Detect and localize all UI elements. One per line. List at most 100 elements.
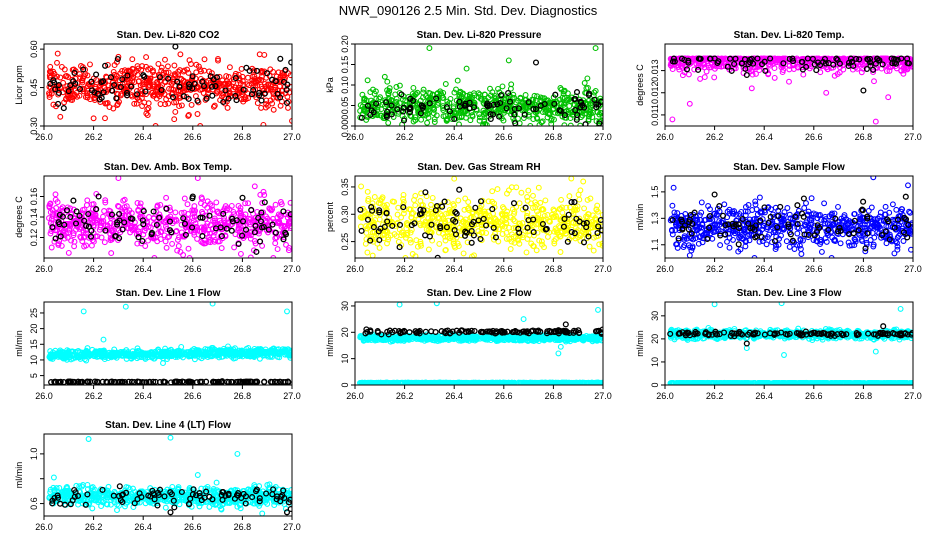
x-tick-label: 26.8 [545, 132, 563, 142]
points-layer [47, 44, 295, 128]
x-tick-label: 26.8 [855, 264, 873, 274]
data-point [176, 244, 181, 249]
data-point [442, 199, 447, 204]
y-tick-label: 0.12 [29, 229, 39, 247]
data-point [278, 56, 283, 61]
x-tick-label: 26.2 [706, 264, 724, 274]
points-layer [668, 175, 914, 260]
data-point [582, 81, 587, 86]
data-point [246, 201, 251, 206]
data-point [102, 240, 107, 245]
data-point [55, 60, 60, 65]
data-point [712, 75, 717, 80]
chart-title: Stan. Dev. Li-820 Temp. [734, 30, 845, 41]
data-point [109, 251, 114, 256]
x-tick-label: 26.4 [134, 264, 152, 274]
data-point [185, 202, 190, 207]
data-point [91, 116, 96, 121]
data-point [146, 106, 151, 111]
data-point [591, 248, 596, 253]
data-point [512, 201, 517, 206]
data-point [508, 247, 513, 252]
data-point [869, 205, 874, 210]
x-tick-label: 26.6 [184, 264, 202, 274]
x-tick-label: 26.8 [545, 264, 563, 274]
data-point [558, 250, 563, 255]
data-point [252, 184, 257, 189]
data-point [261, 123, 266, 128]
data-point [784, 239, 789, 244]
data-point [173, 110, 178, 115]
data-point [396, 205, 401, 210]
x-tick-label: 26.0 [35, 264, 53, 274]
data-point [90, 243, 95, 248]
data-point [416, 244, 421, 249]
data-point [725, 239, 730, 244]
data-point [799, 252, 804, 257]
data-point [478, 237, 483, 242]
data-point [202, 57, 207, 62]
y-tick-label: 0.30 [340, 206, 350, 224]
data-point [820, 250, 825, 255]
data-point [228, 65, 233, 70]
data-point [567, 194, 572, 199]
data-point [461, 251, 466, 256]
data-point [385, 79, 390, 84]
data-point [795, 231, 800, 236]
data-point [671, 185, 676, 190]
y-tick-label: 0.10 [340, 76, 350, 94]
data-point [593, 46, 598, 51]
y-axis-label: percent [325, 201, 335, 232]
data-point [289, 60, 294, 65]
x-tick-label: 26.8 [855, 132, 873, 142]
y-tick-label: 0.16 [29, 188, 39, 206]
data-point [121, 198, 126, 203]
x-tick-label: 26.6 [495, 264, 513, 274]
data-point [423, 233, 428, 238]
data-point [225, 106, 230, 111]
data-point [178, 52, 183, 57]
x-tick-label: 26.2 [706, 132, 724, 142]
data-point [71, 198, 76, 203]
y-tick-label: 1.1 [650, 239, 660, 252]
data-point [88, 62, 93, 67]
y-tick-label: 1.3 [650, 212, 660, 225]
data-point [359, 184, 364, 189]
y-axis-label: kPa [325, 77, 335, 93]
data-point [814, 68, 819, 73]
data-point [286, 106, 291, 111]
data-point [144, 55, 149, 60]
data-point [232, 245, 237, 250]
data-point [531, 193, 536, 198]
y-tick-label: 0.15 [340, 56, 350, 74]
data-point [452, 176, 457, 181]
data-point [477, 112, 482, 117]
data-point [891, 202, 896, 207]
points-layer [358, 46, 605, 129]
data-point [437, 242, 442, 247]
data-point [792, 247, 797, 252]
x-tick-label: 26.2 [85, 132, 103, 142]
data-point [670, 203, 675, 208]
x-tick-label: 26.8 [234, 132, 252, 142]
data-point [861, 199, 866, 204]
data-point [85, 198, 90, 203]
data-point [173, 210, 178, 215]
data-point [543, 198, 548, 203]
data-point [413, 203, 418, 208]
chart-title: Stan. Dev. Amb. Box Temp. [104, 162, 232, 173]
data-point [262, 53, 267, 58]
x-tick-label: 26.6 [805, 132, 823, 142]
x-tick-label: 27.0 [594, 264, 612, 274]
data-point [170, 242, 175, 247]
data-point [66, 251, 71, 256]
y-axis-label: Licor ppm [14, 65, 24, 105]
data-point [523, 93, 528, 98]
data-point [802, 206, 807, 211]
data-point [526, 188, 531, 193]
data-point [578, 188, 583, 193]
data-point [365, 78, 370, 83]
